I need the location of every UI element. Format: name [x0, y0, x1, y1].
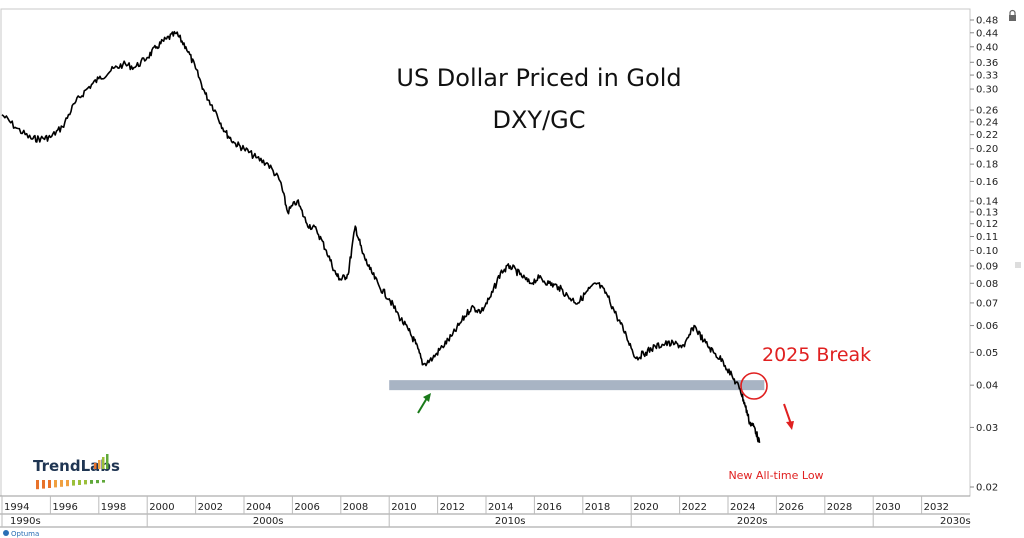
logo-bar — [78, 480, 81, 485]
y-tick-label: 0.30 — [976, 85, 998, 96]
logo-bar — [96, 480, 99, 484]
y-tick-label: 0.07 — [976, 298, 998, 309]
x-tick-label: 1998 — [101, 502, 126, 513]
logo-bar — [102, 457, 105, 469]
lock-icon[interactable] — [1009, 9, 1016, 22]
down-arrow-icon — [783, 403, 794, 430]
x-tick-label: 2006 — [294, 502, 319, 513]
logo-bars-icon — [36, 454, 109, 490]
break-label: 2025 Break — [762, 344, 871, 366]
y-tick-label: 0.06 — [976, 321, 998, 332]
x-tick-label: 2004 — [246, 502, 271, 513]
logo-bar — [102, 480, 105, 483]
logo-bar — [54, 480, 57, 488]
x-tick-label: 2032 — [924, 502, 949, 513]
x-tick-label: 2018 — [585, 502, 610, 513]
x-tick-label: 2024 — [730, 502, 755, 513]
optuma-brand: Optuma — [3, 530, 39, 538]
x-tick-label: 2008 — [343, 502, 368, 513]
y-tick-label: 0.09 — [976, 261, 998, 272]
x-tick-label: 2022 — [682, 502, 707, 513]
logo-bar — [90, 480, 93, 484]
svg-text:Optuma: Optuma — [11, 530, 39, 538]
x-tick-label: 1994 — [4, 502, 29, 513]
y-tick-label: 0.08 — [976, 279, 998, 290]
x-axis: 1994 1996 1998 2000 2002 2004 2006 2008 2010 2012… — [0, 495, 971, 528]
x-tick-label: 2010 — [391, 502, 416, 513]
decade-label: 2010s — [495, 516, 526, 527]
series-line-dxy-gc — [1, 30, 761, 443]
up-arrow-icon — [417, 393, 431, 414]
scroll-marker[interactable] — [1015, 262, 1021, 268]
y-tick-label: 0.33 — [976, 71, 998, 82]
logo-bar — [106, 454, 109, 469]
decade-label: 2000s — [253, 516, 284, 527]
x-tick-label: 2012 — [440, 502, 465, 513]
logo-bar — [98, 460, 101, 469]
y-tick-label: 0.22 — [976, 130, 998, 141]
logo-bar — [42, 480, 45, 489]
y-tick-label: 0.11 — [976, 232, 998, 243]
new-low-label: New All-time Low — [728, 469, 823, 482]
x-tick-label: 2002 — [198, 502, 223, 513]
y-tick-label: 0.02 — [976, 483, 998, 494]
y-tick-label: 0.16 — [976, 177, 998, 188]
decade-label: 1990s — [10, 516, 41, 527]
trendlabs-logo: TrendLabs — [33, 454, 120, 490]
x-tick-label: 2028 — [827, 502, 852, 513]
y-tick-label: 0.40 — [976, 42, 998, 53]
logo-bar — [84, 480, 87, 485]
y-tick-label: 0.10 — [976, 246, 998, 257]
y-tick-label: 0.05 — [976, 348, 998, 359]
y-tick-label: 0.12 — [976, 219, 998, 230]
decade-label: 2020s — [737, 516, 768, 527]
x-tick-label: 1996 — [52, 502, 77, 513]
break-circle — [740, 372, 768, 400]
logo-bar — [48, 480, 51, 488]
logo-bar — [94, 463, 97, 469]
logo-bar — [66, 480, 69, 487]
y-tick-label: 0.24 — [976, 117, 998, 128]
logo-bar — [36, 480, 39, 490]
logo-bar — [60, 480, 63, 487]
chart-title-line1: US Dollar Priced in Gold — [396, 64, 681, 92]
x-tick-label: 2014 — [488, 502, 513, 513]
decade-label: 2030s — [940, 516, 971, 527]
y-tick-label: 0.03 — [976, 423, 998, 434]
y-tick-label: 0.26 — [976, 106, 998, 117]
x-tick-label: 2000 — [149, 502, 174, 513]
x-tick-label: 2030 — [875, 502, 900, 513]
y-tick-label: 0.48 — [976, 16, 998, 27]
y-tick-label: 0.18 — [976, 160, 998, 171]
x-tick-label: 2026 — [778, 502, 803, 513]
x-tick-label: 2016 — [536, 502, 561, 513]
y-axis-ticks: 0.480.44 0.40 0.36 0.33 0.30 0.260.24 0.22 0.20… — [970, 16, 998, 494]
x-tick-label: 2020 — [633, 502, 658, 513]
y-tick-label: 0.20 — [976, 144, 998, 155]
y-tick-label: 0.04 — [976, 381, 998, 392]
y-tick-label: 0.44 — [976, 28, 998, 39]
chart-title-line2: DXY/GC — [492, 106, 585, 134]
support-band — [389, 380, 765, 391]
y-tick-label: 0.36 — [976, 58, 998, 69]
logo-bar — [72, 480, 75, 486]
y-tick-label: 0.13 — [976, 207, 998, 218]
y-tick-label: 0.14 — [976, 197, 998, 208]
